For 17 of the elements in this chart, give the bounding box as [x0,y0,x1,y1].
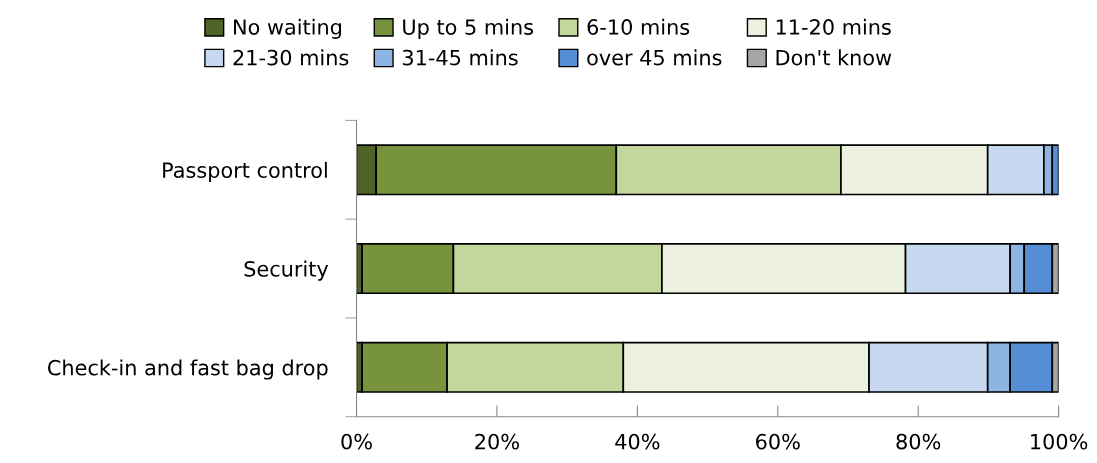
legend-label: 21-30 mins [233,49,349,66]
legend-label: Up to 5 mins [403,18,533,39]
x-tick-label: 40% [615,433,660,450]
legend-label: 11-20 mins [776,18,891,35]
x-tick-label: 20% [475,433,519,450]
x-tick-label: 60% [756,433,800,450]
x-tick-label: 80% [896,433,941,450]
legend-label: 6-10 mins [587,18,690,35]
legend-label: over 45 mins [587,49,722,66]
y-tick-label: Security [244,260,329,281]
x-tick-label: 100% [1031,433,1088,450]
legend-label: Don't know [776,49,892,66]
y-tick-label: Passport control [163,161,327,183]
y-tick-label: Check-in and fast bag drop [48,359,328,380]
legend-label: No waiting [234,18,342,39]
x-tick-label: 0% [341,433,372,450]
legend-label: 31-45 mins [402,49,518,66]
